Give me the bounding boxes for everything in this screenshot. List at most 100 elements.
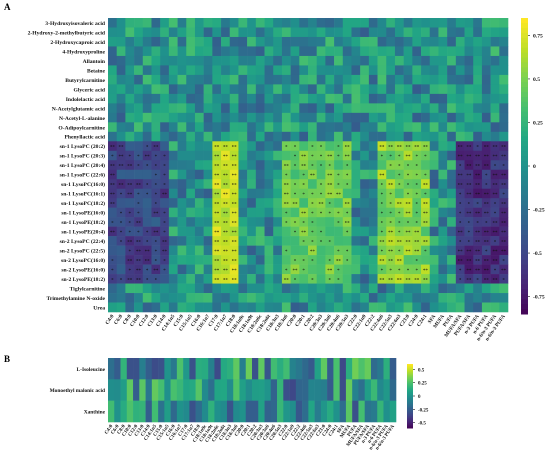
heatmap-cell	[333, 358, 340, 380]
colorbar-segment	[407, 372, 413, 375]
heatmap-cell	[238, 27, 248, 38]
heatmap-cell	[247, 283, 257, 294]
column-label: C24:1	[328, 424, 340, 438]
heatmap-cell	[334, 18, 344, 28]
significance-mark: *	[424, 193, 427, 198]
heatmap-cell	[429, 103, 439, 114]
row-label: sn-2 LysoPE(18:2)	[61, 276, 105, 283]
significance-mark: *	[155, 240, 158, 245]
significance-mark: **	[379, 174, 385, 179]
heatmap-cell	[116, 274, 126, 284]
heatmap-cell	[403, 55, 413, 66]
heatmap-cell	[299, 55, 309, 66]
heatmap-cell	[177, 93, 187, 104]
significance-mark: *	[294, 165, 297, 170]
column-label: PUFA	[347, 424, 359, 438]
colorbar-segment	[521, 264, 528, 271]
heatmap-cell	[177, 46, 187, 57]
heatmap-cell	[160, 293, 170, 303]
heatmap-cell	[194, 93, 204, 104]
heatmap-cell	[229, 103, 239, 114]
heatmap-cell	[186, 283, 196, 294]
heatmap-cell	[429, 27, 439, 38]
heatmap-cell	[281, 74, 291, 85]
heatmap-cell	[352, 379, 359, 401]
significance-mark: **	[345, 155, 351, 160]
heatmap-cell	[403, 122, 413, 133]
heatmap-cell	[377, 46, 387, 57]
heatmap-cell	[490, 55, 500, 66]
heatmap-cell	[377, 36, 387, 47]
heatmap-cell	[412, 236, 422, 246]
heatmap-cell	[302, 379, 309, 401]
heatmap-cell	[238, 302, 248, 313]
heatmap-cell	[238, 255, 248, 265]
heatmap-cell	[438, 283, 448, 294]
heatmap-cell	[351, 207, 361, 218]
heatmap-cell	[490, 36, 500, 47]
heatmap-cell	[290, 264, 300, 275]
significance-mark: **	[119, 155, 125, 160]
significance-mark: **	[484, 240, 490, 245]
heatmap-cell	[212, 131, 222, 142]
significance-mark: *	[155, 165, 158, 170]
heatmap-cell	[351, 302, 361, 313]
colorbar-segment	[521, 141, 528, 147]
heatmap-cell	[490, 84, 500, 95]
heatmap-cell	[168, 293, 178, 303]
heatmap-cell	[126, 400, 134, 423]
heatmap-cell	[255, 255, 265, 265]
heatmap-cell	[455, 141, 465, 152]
heatmap-cell	[438, 264, 448, 275]
significance-mark: **	[284, 193, 290, 198]
significance-mark: **	[492, 231, 498, 236]
heatmap-cell	[233, 379, 240, 401]
heatmap-cell	[377, 65, 387, 76]
significance-mark: *	[311, 221, 314, 226]
heatmap-cell	[125, 93, 135, 104]
heatmap-cell	[447, 293, 457, 303]
heatmap-cell	[168, 264, 178, 275]
heatmap-cell	[151, 141, 161, 152]
heatmap-cell	[168, 18, 178, 28]
significance-mark: *	[346, 165, 349, 170]
significance-mark: *	[494, 165, 497, 170]
heatmap-cell	[116, 55, 126, 66]
heatmap-cell	[290, 131, 300, 142]
heatmap-cell	[212, 236, 222, 246]
heatmap-cell	[255, 264, 265, 275]
heatmap-cell	[194, 264, 204, 275]
significance-mark: **	[327, 269, 333, 274]
heatmap-cell	[499, 283, 509, 294]
heatmap-cell	[412, 74, 422, 85]
colorbar-segment	[407, 375, 413, 378]
row-label: Allantoin	[83, 59, 106, 65]
heatmap-cell	[160, 36, 170, 47]
heatmap-cell	[447, 274, 457, 284]
significance-mark: **	[223, 146, 229, 151]
heatmap-cell	[316, 188, 326, 199]
significance-mark: *	[381, 183, 384, 188]
heatmap-cell	[377, 293, 387, 303]
heatmap-cell	[447, 103, 457, 114]
heatmap-cell	[142, 293, 152, 303]
significance-mark: **	[223, 183, 229, 188]
heatmap-cell	[351, 226, 361, 237]
heatmap-cell	[334, 160, 344, 171]
heatmap-cell	[168, 217, 178, 227]
heatmap-cell	[281, 141, 291, 152]
heatmap-cell	[412, 255, 422, 265]
heatmap-cell	[308, 84, 317, 95]
heatmap-cell	[233, 358, 240, 380]
heatmap-cell	[277, 358, 284, 380]
heatmap-cell	[403, 302, 413, 313]
heatmap-cell	[108, 160, 117, 171]
significance-mark: **	[406, 202, 412, 207]
heatmap-cell	[394, 84, 404, 95]
heatmap-cell	[108, 302, 117, 313]
significance-mark: *	[398, 155, 401, 160]
significance-mark: **	[232, 269, 238, 274]
significance-mark: *	[128, 221, 131, 226]
heatmap-cell	[316, 74, 326, 85]
significance-mark: **	[136, 250, 142, 255]
